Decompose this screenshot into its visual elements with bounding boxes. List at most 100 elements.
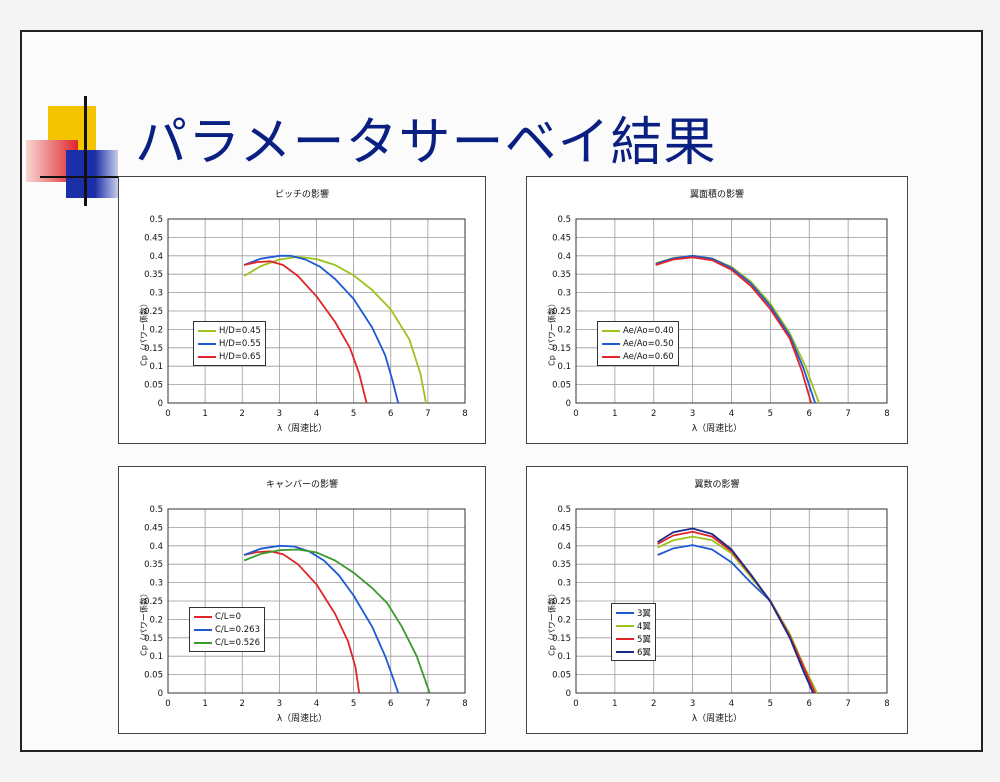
legend-item: C/L=0.526 — [194, 636, 260, 649]
y-tick-label: 0.4 — [557, 542, 571, 552]
deco-vertical-line — [84, 96, 87, 206]
y-tick-label: 0.1 — [557, 652, 571, 662]
legend-label: 4翼 — [637, 621, 651, 632]
x-tick-label: 3 — [690, 409, 695, 419]
series-line-1 — [243, 255, 427, 404]
chart-legend: Ae/Ao=0.40 Ae/Ao=0.50 Ae/Ao=0.60 — [597, 321, 679, 366]
y-tick-label: 0.2 — [149, 325, 163, 335]
series-line-2 — [243, 254, 400, 404]
x-tick-label: 3 — [277, 699, 282, 709]
legend-item: C/L=0 — [194, 610, 260, 623]
x-axis-label: λ（周速比） — [691, 714, 743, 724]
slide-title: パラメータサーベイ結果 — [135, 113, 717, 173]
legend-item: H/D=0.45 — [198, 324, 261, 337]
legend-item: Ae/Ao=0.40 — [602, 324, 674, 337]
y-tick-label: 0.25 — [144, 307, 163, 317]
legend-label: 6翼 — [637, 647, 651, 658]
plot-frame — [575, 218, 888, 404]
chart-legend: C/L=0 C/L=0.263 C/L=0.526 — [189, 607, 265, 652]
legend-item: C/L=0.263 — [194, 623, 260, 636]
legend-item: H/D=0.55 — [198, 337, 261, 350]
y-axis-label: Cp（パワー係数） — [139, 299, 149, 366]
y-tick-label: 0.5 — [557, 505, 571, 515]
y-tick-label: 0.05 — [144, 671, 163, 681]
y-tick-label: 0 — [566, 399, 571, 409]
y-tick-label: 0.2 — [557, 325, 571, 335]
y-tick-label: 0 — [158, 689, 163, 699]
y-tick-label: 0.05 — [552, 381, 571, 391]
y-tick-label: 0.15 — [552, 344, 571, 354]
y-tick-label: 0.4 — [149, 542, 163, 552]
legend-label: Ae/Ao=0.60 — [623, 351, 674, 362]
chart-panel-camber: キャンバーの影響 0 1 2 3 4 5 6 7 8 0 0.05 0.1 0.15 0.2 0.25 0.3… — [118, 466, 486, 734]
x-tick-label: 7 — [845, 409, 850, 419]
y-tick-label: 0 — [566, 689, 571, 699]
chart-plot: 0 1 2 3 4 5 6 7 8 0 0.05 0.1 0.15 0.2 0.25 0.3 0.35 0.4 0.… — [552, 505, 890, 709]
x-tick-label: 8 — [884, 409, 889, 419]
series-line-2 — [243, 544, 400, 694]
y-tick-label: 0.35 — [144, 270, 163, 280]
x-tick-label: 5 — [768, 409, 773, 419]
legend-label: 5翼 — [637, 634, 651, 645]
x-tick-label: 4 — [729, 409, 734, 419]
y-tick-label: 0.5 — [149, 505, 163, 515]
legend-swatch — [194, 615, 212, 618]
series-line-3 — [655, 256, 813, 404]
x-tick-label: 6 — [807, 409, 812, 419]
legend-label: C/L=0.263 — [215, 624, 260, 635]
y-tick-label: 0.2 — [557, 615, 571, 625]
legend-item: 4翼 — [616, 619, 651, 632]
chart-title: キャンバーの影響 — [265, 480, 338, 490]
x-tick-label: 3 — [690, 699, 695, 709]
legend-item: 5翼 — [616, 632, 651, 645]
legend-swatch — [602, 355, 620, 358]
deco-horizontal-line — [40, 176, 120, 178]
plot-frame — [167, 508, 466, 694]
chart-panel-wing-area: 翼面積の影響 0 1 2 3 4 5 6 7 8 0 0.05 0.1 0.15 0.2 0.25 0.3 0.… — [526, 176, 908, 444]
legend-swatch — [198, 342, 216, 345]
x-tick-label: 2 — [651, 699, 656, 709]
y-tick-label: 0.05 — [552, 671, 571, 681]
legend-item: H/D=0.65 — [198, 350, 261, 363]
chart-title: 翼数の影響 — [694, 480, 740, 490]
y-tick-label: 0.2 — [149, 615, 163, 625]
y-tick-label: 0.25 — [552, 597, 571, 607]
y-tick-label: 0.45 — [552, 523, 571, 533]
y-tick-label: 0.25 — [552, 307, 571, 317]
legend-swatch — [198, 329, 216, 332]
x-tick-label: 5 — [351, 699, 356, 709]
x-tick-label: 1 — [202, 409, 207, 419]
chart-panel-blade-count: 翼数の影響 0 1 2 3 4 5 6 7 8 0 0.05 0.1 0.15 0.2 0.25 0.3 0.3… — [526, 466, 908, 734]
series-line-1 — [243, 550, 361, 694]
x-tick-label: 4 — [729, 699, 734, 709]
legend-label: Ae/Ao=0.50 — [623, 338, 674, 349]
legend-swatch — [602, 329, 620, 332]
y-tick-label: 0.15 — [144, 344, 163, 354]
y-tick-label: 0.45 — [144, 233, 163, 243]
y-tick-label: 0.35 — [552, 560, 571, 570]
y-tick-label: 0.5 — [149, 215, 163, 225]
y-tick-label: 0.45 — [144, 523, 163, 533]
legend-label: Ae/Ao=0.40 — [623, 325, 674, 336]
x-tick-label: 0 — [165, 699, 170, 709]
y-tick-label: 0.5 — [557, 215, 571, 225]
y-tick-label: 0.3 — [149, 579, 163, 589]
series-line-4 — [657, 527, 814, 694]
x-tick-label: 1 — [612, 409, 617, 419]
series-line-2 — [655, 254, 816, 404]
x-tick-label: 6 — [388, 699, 393, 709]
y-tick-label: 0.3 — [149, 289, 163, 299]
y-tick-label: 0.15 — [144, 634, 163, 644]
legend-item: 3翼 — [616, 606, 651, 619]
legend-swatch — [194, 628, 212, 631]
chart-plot: 0 1 2 3 4 5 6 7 8 0 0.05 0.1 0.15 0.2 0.25 0.3 0.35 0.4 0.… — [144, 215, 468, 419]
chart-panel-pitch: ピッチの影響 0 1 2 3 4 5 6 7 8 0 0.05 0.1 0.15 0.2 0.25 0.3 0.… — [118, 176, 486, 444]
x-axis-label: λ（周速比） — [276, 714, 328, 724]
x-tick-label: 0 — [165, 409, 170, 419]
legend-label: H/D=0.45 — [219, 325, 261, 336]
y-axis-label: Cp（パワー係数） — [139, 589, 149, 656]
chart-title: ピッチの影響 — [274, 190, 329, 200]
legend-swatch — [616, 611, 634, 614]
y-tick-label: 0.1 — [557, 362, 571, 372]
y-tick-label: 0.3 — [557, 579, 571, 589]
